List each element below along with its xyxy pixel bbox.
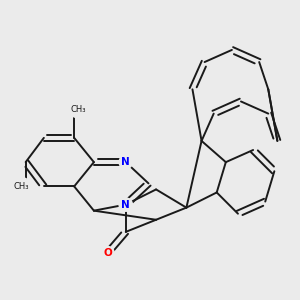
- Circle shape: [70, 100, 88, 118]
- Circle shape: [12, 177, 30, 196]
- Text: CH₃: CH₃: [14, 182, 29, 191]
- Circle shape: [119, 155, 132, 169]
- Circle shape: [119, 198, 132, 211]
- Text: N: N: [122, 200, 130, 210]
- Text: CH₃: CH₃: [71, 105, 86, 114]
- Text: N: N: [122, 157, 130, 167]
- Text: O: O: [103, 248, 112, 258]
- Circle shape: [101, 246, 114, 260]
